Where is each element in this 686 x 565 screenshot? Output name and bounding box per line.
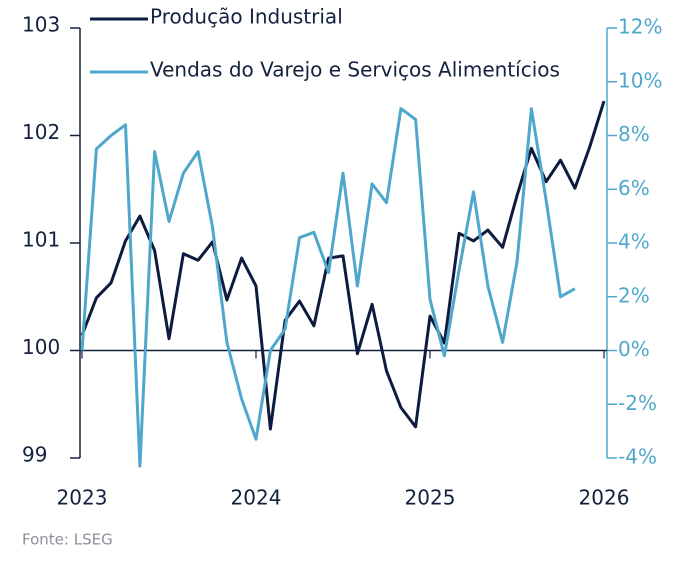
y2-tick-label: 0% — [618, 337, 650, 361]
x-tick-label: 2025 — [405, 486, 456, 510]
x-tick-label: 2026 — [579, 486, 630, 510]
x-tick-label: 2024 — [231, 486, 282, 510]
y2-tick-label: -4% — [618, 445, 657, 469]
y2-tick-label: 6% — [618, 176, 650, 200]
y2-tick-label: 10% — [618, 68, 662, 92]
y-tick-label: 99 — [22, 443, 47, 467]
x-tick-label: 2023 — [57, 486, 108, 510]
y-tick-label: 102 — [22, 120, 60, 144]
y2-tick-label: 4% — [618, 230, 650, 254]
y-tick-label: 100 — [22, 335, 60, 359]
series-line — [80, 107, 576, 468]
legend-label: Produção Industrial — [150, 5, 343, 29]
series-line — [80, 100, 606, 431]
y-tick-label: 101 — [22, 228, 60, 252]
y2-tick-label: 8% — [618, 122, 650, 146]
y2-tick-label: 2% — [618, 283, 650, 307]
y-tick-label: 103 — [22, 13, 60, 37]
y2-tick-label: -2% — [618, 391, 657, 415]
source-note: Fonte: LSEG — [22, 531, 113, 549]
y2-tick-label: 12% — [618, 15, 662, 39]
legend-label: Vendas do Varejo e Serviços Alimentícios — [150, 58, 560, 82]
